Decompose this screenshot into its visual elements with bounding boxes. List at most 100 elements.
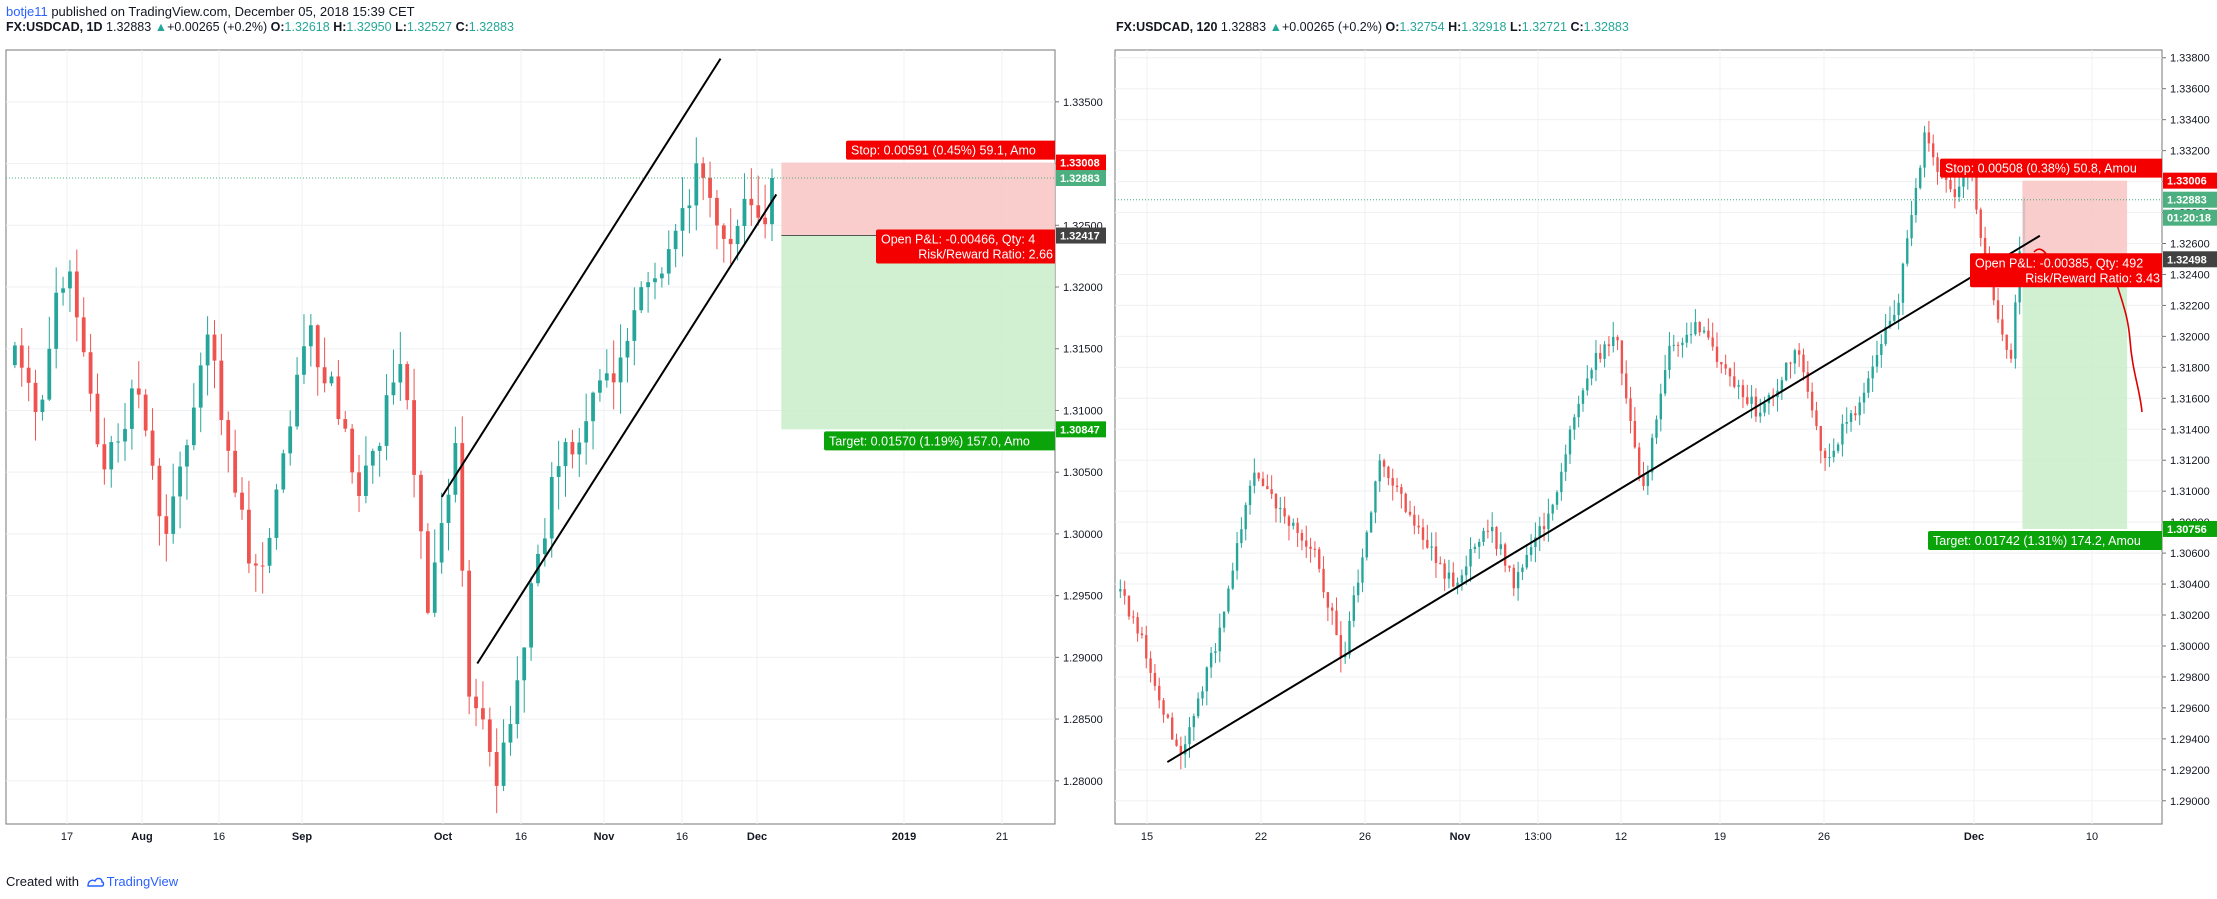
candle — [219, 333, 224, 436]
y-tick-label: 1.31200 — [2170, 455, 2210, 467]
tradingview-link[interactable]: TradingView — [106, 874, 179, 889]
candle — [1318, 546, 1321, 573]
price-tag-text: 1.32498 — [2167, 254, 2207, 266]
candle-body — [687, 205, 692, 209]
y-tick-label: 1.31500 — [1063, 344, 1103, 356]
candle-body — [1248, 485, 1252, 505]
candle-body — [708, 177, 712, 198]
y-tick-label: 1.32000 — [1063, 282, 1103, 294]
chart-panel-120[interactable]: FX:USDCAD, 120 1.32883 ▲+0.00265 (+0.2%)… — [1110, 18, 2217, 866]
stop-label-text: Stop: 0.00591 (0.45%) 59.1, Amo — [851, 144, 1036, 158]
candle — [1728, 367, 1732, 387]
candle — [88, 333, 93, 412]
candle-body — [267, 537, 272, 566]
candle — [1149, 651, 1152, 683]
x-tick-label: 2019 — [892, 831, 916, 843]
symbol-label: FX:USDCAD, 1D — [6, 20, 103, 34]
x-axis: 15 22 26 Nov 13:00 12 19 26 Dec 10 — [1141, 831, 2098, 843]
candle — [1832, 438, 1835, 463]
x-tick-label: 13:00 — [1524, 831, 1552, 843]
candle-body — [1897, 302, 1900, 315]
chart-panel-daily[interactable]: FX:USDCAD, 1D 1.32883 ▲+0.00265 (+0.2%) … — [0, 18, 1106, 866]
price-chart-120[interactable]: 1.338001.336001.334001.332001.330001.328… — [1110, 40, 2217, 866]
candle-body — [1810, 391, 1814, 411]
candle-body — [1802, 354, 1805, 373]
candle — [1188, 717, 1191, 758]
x-tick-label: 17 — [61, 831, 73, 843]
candle-body — [1171, 717, 1174, 740]
candle — [1361, 548, 1364, 593]
candle — [1434, 532, 1438, 578]
candle-body — [1707, 330, 1710, 338]
candle — [522, 647, 527, 713]
candle — [1132, 610, 1135, 624]
candle-body — [577, 442, 582, 455]
candle-body — [1862, 392, 1866, 403]
candle — [1785, 362, 1788, 382]
candle — [1668, 332, 1671, 379]
x-tick-label: 16 — [676, 831, 688, 843]
candle — [357, 454, 361, 513]
candle-body — [398, 364, 403, 383]
candle-body — [1880, 343, 1883, 356]
candle — [1849, 410, 1853, 432]
price-tag-bg — [1056, 227, 1106, 244]
candle — [164, 494, 169, 562]
candle — [1599, 344, 1602, 363]
candle-body — [432, 562, 437, 613]
candle — [1136, 612, 1139, 642]
author-link[interactable]: botje11 — [6, 4, 48, 19]
x-tick-label: Dec — [1964, 831, 1984, 843]
trendline — [476, 193, 778, 665]
candle — [1525, 544, 1528, 570]
candle-body — [1594, 352, 1598, 370]
price-tag-text: 1.32883 — [2167, 195, 2207, 207]
price-chart-daily[interactable]: 1.335001.330001.325001.320001.315001.310… — [0, 40, 1106, 866]
candle-body — [1975, 174, 1978, 210]
candle — [1694, 309, 1697, 336]
candle — [1637, 442, 1641, 482]
candle — [1590, 367, 1593, 386]
open-value: 1.32618 — [284, 20, 330, 34]
target-label: Target: 0.01570 (1.19%) 157.0, Amo — [824, 431, 1055, 451]
candle — [1927, 120, 1931, 152]
candle-body — [1183, 744, 1187, 755]
candle-body — [26, 367, 31, 383]
candle — [1248, 480, 1252, 515]
candle-body — [508, 724, 513, 743]
candle — [1222, 611, 1226, 633]
candle — [639, 281, 644, 314]
candle-body — [1305, 540, 1308, 547]
candle-body — [1620, 340, 1624, 374]
up-arrow-icon: ▲ — [1269, 20, 1282, 34]
candle — [1205, 666, 1208, 706]
candle-body — [570, 442, 575, 455]
candle — [1625, 360, 1628, 404]
candle-body — [1482, 530, 1485, 542]
candle — [1685, 322, 1688, 348]
candle-body — [1538, 526, 1541, 538]
candle — [1287, 514, 1291, 541]
candle — [1542, 512, 1546, 542]
candle-body — [1499, 544, 1503, 549]
candle — [1720, 361, 1723, 374]
candle — [1309, 537, 1312, 563]
candle-body — [129, 388, 134, 429]
candle — [501, 719, 506, 792]
candle — [370, 448, 375, 484]
candle — [109, 435, 114, 488]
candle — [2005, 334, 2008, 359]
candle-body — [102, 444, 107, 470]
candle — [1335, 597, 1338, 636]
stop-zone — [781, 162, 1055, 236]
candle-body — [88, 352, 93, 394]
x-tick-label: Nov — [594, 831, 616, 843]
y-tick-label: 1.31000 — [2170, 486, 2210, 498]
candle — [708, 161, 712, 218]
candle — [1348, 611, 1351, 659]
candle-body — [1145, 635, 1148, 659]
candle-body — [1560, 471, 1563, 493]
open-value: 1.32754 — [1399, 20, 1445, 34]
candle-body — [715, 197, 719, 226]
candle — [1460, 569, 1464, 591]
